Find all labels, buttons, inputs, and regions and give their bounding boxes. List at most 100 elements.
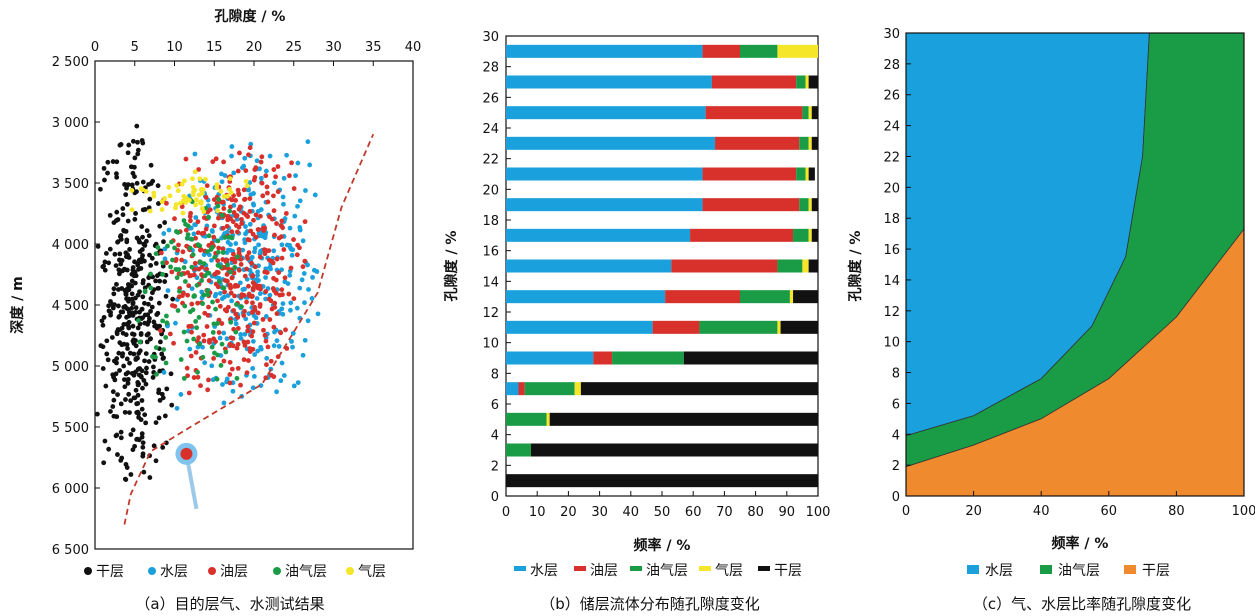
panel-a-point-dry: [114, 281, 119, 287]
panel-a-point-oil: [204, 183, 210, 189]
panel-a-point-water: [310, 274, 315, 280]
panel-a-point-dry: [110, 404, 116, 409]
panel-a-point-dry: [156, 300, 162, 306]
panel-a-point-water: [291, 383, 297, 389]
panel-a-point-water: [288, 300, 294, 306]
panel-a-point-dry: [135, 325, 141, 331]
panel-c-y-tick-label: 12: [883, 305, 900, 320]
panel-a-point-oilgas: [199, 278, 204, 283]
panel-a-point-oil: [241, 357, 247, 363]
panel-a-point-water: [229, 144, 235, 149]
panel-a-point-oil: [224, 278, 230, 284]
panel-a-point-oilgas: [216, 197, 222, 202]
panel-a-point-oil: [233, 213, 239, 219]
panel-a-point-water: [252, 352, 258, 357]
panel-a-point-dry: [140, 140, 146, 146]
panel-a-point-water: [221, 330, 227, 336]
panel-a-point-oil: [211, 234, 217, 240]
panel-a-points: [94, 123, 321, 482]
panel-a-point-oil: [268, 298, 274, 304]
panel-a-point-dry: [114, 432, 120, 438]
panel-a-point-dry: [102, 438, 108, 444]
panel-a-point-gas: [140, 187, 146, 193]
panel-c-y-tick-label: 20: [883, 181, 900, 196]
panel-a-point-oil: [238, 294, 244, 299]
panel-a-point-gas: [166, 185, 172, 190]
panel-c-caption: （c）气、水层比率随孔隙度变化: [973, 595, 1191, 613]
panel-a-point-oil: [270, 260, 276, 266]
panel-a-point-water: [258, 346, 264, 352]
legend-swatch-oilgas: [630, 566, 642, 571]
panel-a-point-water: [293, 173, 298, 179]
panel-a-point-dry: [130, 310, 136, 316]
panel-a-point-dry: [130, 301, 136, 307]
panel-b-y-tick-label: 6: [491, 398, 499, 413]
panel-a-point-dry: [102, 267, 108, 273]
panel-a-point-oil: [215, 258, 221, 263]
panel-b-x-tick-label: 70: [716, 505, 733, 520]
panel-a-point-dry: [120, 351, 126, 357]
panel-a-point-oil: [288, 265, 294, 271]
panel-a-point-water: [187, 346, 193, 352]
panel-a-point-oil: [246, 250, 252, 256]
panel-a-point-dry: [135, 151, 141, 157]
panel-a-point-dry: [140, 253, 145, 258]
panel-a-point-dry: [106, 260, 112, 266]
panel-a-point-oil: [244, 370, 250, 376]
panel-a-point-water: [280, 311, 286, 317]
panel-a-point-gas: [221, 193, 227, 199]
panel-a-point-dry: [133, 387, 139, 393]
panel-b-bar-segment-dry: [780, 320, 818, 334]
panel-a-point-oil: [205, 209, 211, 215]
panel-a-point-water: [255, 269, 261, 275]
panel-a-point-water: [289, 252, 295, 258]
panel-a-point-dry: [111, 291, 117, 297]
panel-a-point-dry: [139, 247, 145, 252]
panel-a-point-water: [251, 202, 257, 208]
panel-a-point-oilgas: [233, 329, 239, 335]
panel-a-x-label: 孔隙度 / %: [215, 8, 286, 25]
panel-a-point-gas: [197, 200, 203, 205]
panel-a-point-oil: [241, 313, 247, 318]
panel-c-y-tick-label: 24: [883, 120, 900, 135]
panel-a-point-oil: [250, 231, 256, 237]
panel-a-point-dry: [140, 294, 146, 300]
panel-a-point-oil: [262, 269, 268, 275]
panel-b-legend: 水层 油层 油气层 气层 干层: [514, 563, 802, 579]
panel-c-y-label: 孔隙度 / %: [847, 231, 864, 302]
panel-a-point-dry: [100, 366, 106, 371]
panel-a-point-water: [224, 250, 230, 255]
panel-a-point-dry: [142, 412, 148, 418]
panel-a-point-oilgas: [198, 259, 203, 265]
panel-a-point-oil: [221, 159, 227, 165]
panel-a-point-water: [249, 254, 255, 260]
panel-a-point-dry: [125, 218, 131, 224]
panel-a-point-oil: [206, 278, 212, 283]
panel-a-point-oil: [228, 290, 234, 296]
panel-a-point-oilgas: [161, 347, 167, 352]
panel-a-point-dry: [131, 337, 137, 343]
panel-a-point-oil: [245, 339, 251, 345]
panel-c-x-ticks: 0 20 40 60 80 100: [902, 491, 1255, 519]
panel-a-point-oil: [196, 266, 202, 272]
panel-a-point-oilgas: [212, 254, 218, 260]
panel-a-point-dry: [111, 397, 117, 403]
panel-a-point-gas: [159, 199, 165, 205]
panel-a-point-dry: [118, 261, 124, 267]
panel-a-point-water: [281, 201, 286, 207]
panel-a-point-oilgas: [175, 230, 181, 235]
panel-a-point-dry: [151, 443, 157, 449]
panel-b-bar-segment-oilgas: [799, 198, 809, 212]
panel-a-point-dry: [146, 275, 152, 281]
panel-a-point-gas: [159, 207, 165, 212]
panel-a-point-water: [255, 348, 261, 354]
panel-a-point-dry: [128, 472, 134, 477]
panel-b-bar-segment-gas: [789, 290, 794, 304]
panel-a-point-oil: [244, 299, 249, 305]
panel-a-point-oil: [248, 228, 254, 234]
panel-a-y-label: 深度 / m: [9, 276, 26, 333]
panel-a-point-water: [300, 238, 306, 244]
panel-a-point-dry: [107, 246, 113, 252]
panel-a-point-dry: [110, 159, 116, 164]
panel-a-point-water: [300, 352, 306, 358]
